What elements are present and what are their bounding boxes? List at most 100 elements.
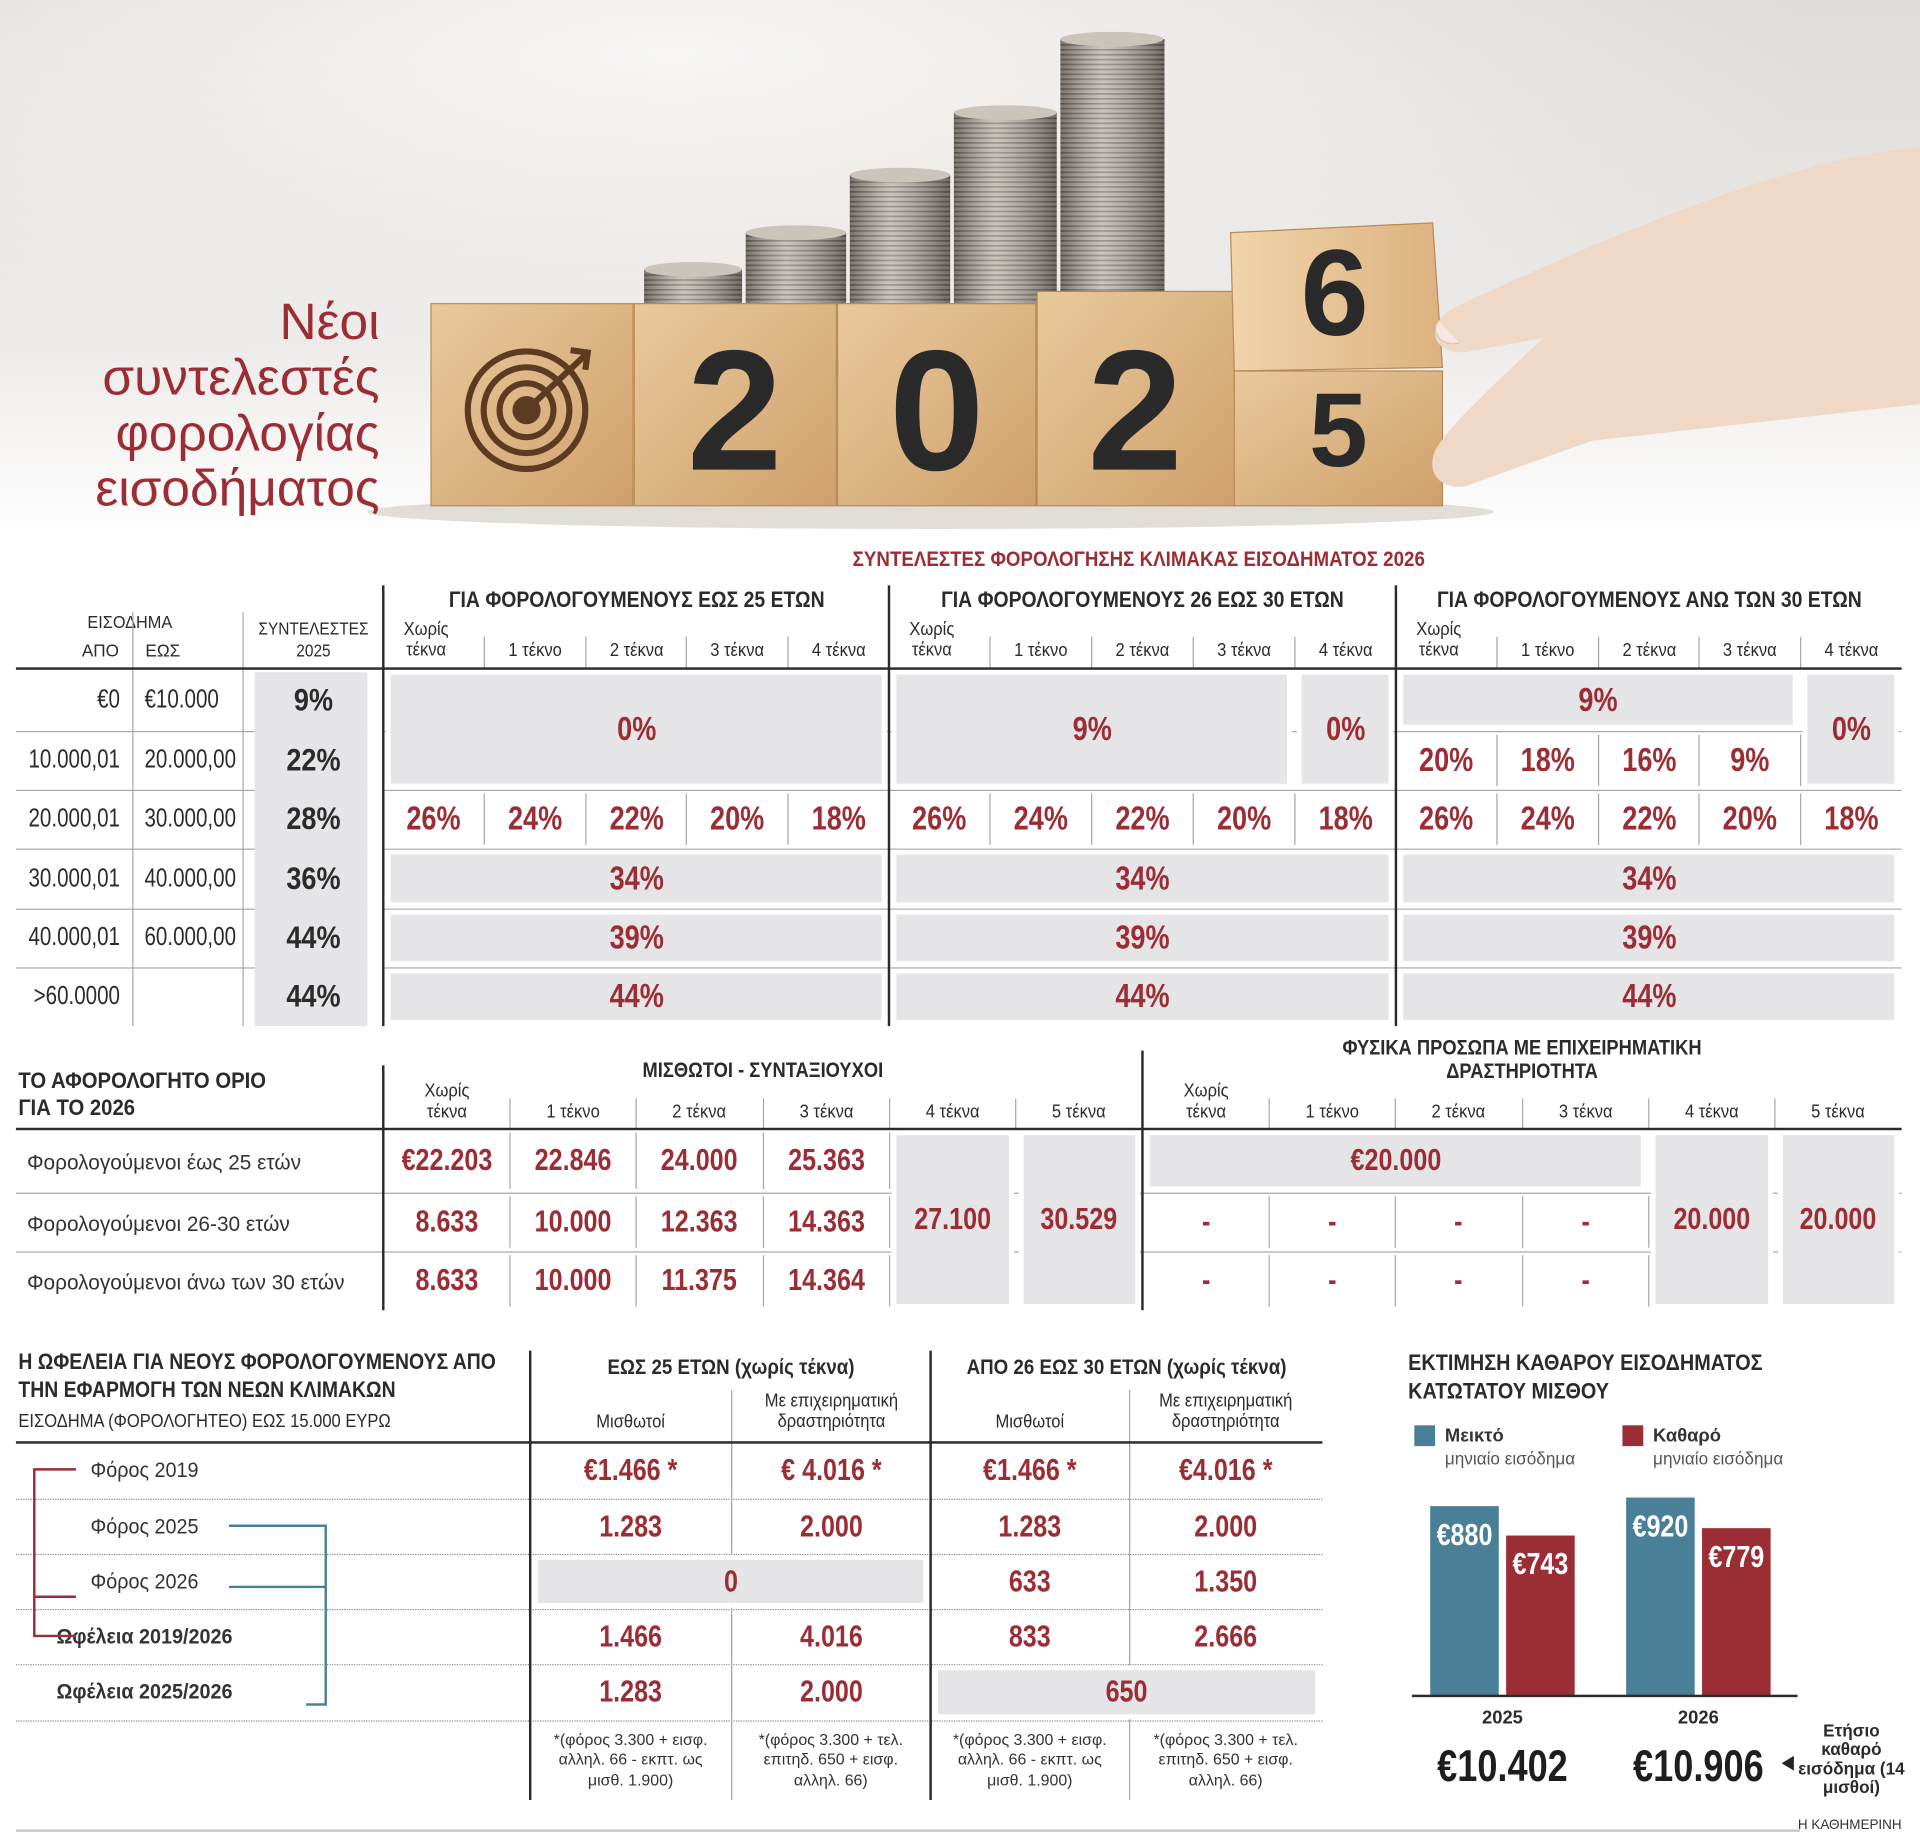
- rule: [1015, 1098, 1017, 1129]
- group-title: ΓΙΑ ΦΟΡΟΛΟΓΟΥΜΕΝΟΥΣ 26 ΕΩΣ 30 ΕΤΩΝ: [941, 587, 1344, 612]
- rule: [686, 636, 688, 669]
- rule: [1647, 1098, 1650, 1129]
- rule: [730, 1612, 732, 1661]
- rule: [1698, 636, 1700, 669]
- table-title: ΤΟ ΑΦΟΡΟΛΟΓΗΤΟ ΟΡΙΟ ΓΙΑ ΤΟ 2026: [18, 1068, 267, 1120]
- cell-value: 1.283: [998, 1508, 1062, 1544]
- cell-value: 39%: [1621, 918, 1676, 956]
- shaded-cell: [896, 854, 1389, 903]
- rule: [131, 612, 133, 1027]
- cell-value: 0: [723, 1563, 738, 1599]
- cell-value: 9%: [1730, 741, 1770, 779]
- row-label: Φορολογούμενοι άνω των 30 ετών: [26, 1271, 345, 1295]
- cell-value: 39%: [608, 918, 664, 956]
- legend-note: μηνιαίο εισόδημα: [1653, 1448, 1784, 1469]
- rule: [1799, 793, 1802, 845]
- cell-value: 25.363: [787, 1143, 865, 1178]
- rule: [15, 907, 368, 910]
- cell-value: 26%: [912, 800, 967, 837]
- cell-value: 9%: [1578, 680, 1618, 718]
- rule: [1394, 585, 1398, 1027]
- rule: [1128, 1612, 1130, 1661]
- cell-value: 30.529: [1040, 1201, 1118, 1237]
- rule: [584, 636, 587, 669]
- rule: [383, 966, 1902, 968]
- shaded-cell: [390, 973, 882, 1021]
- label: ΑΠΟ: [81, 640, 119, 660]
- rule: [1192, 636, 1194, 669]
- shaded-cell: [896, 674, 1288, 784]
- rule: [381, 585, 385, 1027]
- rule: [762, 1132, 764, 1189]
- rule: [1140, 1050, 1144, 1311]
- rule: [1411, 1694, 1798, 1698]
- legend-swatch: [1622, 1425, 1644, 1447]
- cell-value: 10.000: [534, 1263, 612, 1298]
- rate-2025: 36%: [286, 859, 341, 896]
- shaded-cell: [896, 1135, 1009, 1305]
- shaded-cell: [1301, 674, 1389, 784]
- subcolumn: 4 τέκνα: [925, 1101, 980, 1123]
- cell-value: 11.375: [661, 1263, 738, 1298]
- chart-title: ΕΚΤΙΜΗΣΗ ΚΑΘΑΡΟΥ ΕΙΣΟΔΗΜΑΤΟΣ ΚΑΤΩΤΑΤΟΥ Μ…: [1408, 1350, 1763, 1404]
- row-label: Ωφέλεια 2025/2026: [56, 1680, 233, 1704]
- shaded-cell: [390, 674, 882, 784]
- cell-value: 833: [1008, 1618, 1051, 1654]
- rule: [1192, 793, 1194, 845]
- row-rule: [15, 1720, 1323, 1722]
- cell-value: € 4.016 *: [780, 1453, 882, 1488]
- cell-value: 16%: [1621, 741, 1676, 779]
- cell-value: 20%: [1722, 800, 1778, 837]
- rule: [1647, 1196, 1650, 1248]
- shaded-cell: [1655, 1135, 1768, 1305]
- rule: [635, 1255, 637, 1307]
- cell-value: €1.466 *: [583, 1453, 678, 1488]
- rule: [1293, 793, 1296, 845]
- cell-value: 24%: [1520, 800, 1575, 837]
- shaded-cell: [1403, 674, 1794, 725]
- subcolumn: 2 τέκνα: [609, 640, 664, 661]
- subcolumn: 1 τέκνο: [508, 640, 562, 661]
- subcolumn: 2 τέκνα: [672, 1101, 727, 1123]
- shaded-cell: [390, 914, 882, 962]
- rule: [1521, 1196, 1523, 1248]
- rule: [15, 1127, 1902, 1131]
- rule: [1597, 734, 1599, 787]
- rule: [1293, 636, 1296, 669]
- footnote: *(φόρος 3.300 + τελ. επιτηδ. 650 + εισφ.…: [1153, 1730, 1298, 1789]
- rate-2025: 28%: [286, 799, 341, 837]
- cell-value: 14.364: [787, 1263, 865, 1298]
- cell-value: 20.000: [1673, 1201, 1751, 1237]
- subcolumn: 5 τέκνα: [1052, 1101, 1107, 1123]
- pointer: [1781, 1755, 1794, 1771]
- label: ΣΥΝΤΕΛΕΣΤΕΣ 2025: [258, 618, 369, 660]
- row-label: Φόρος 2026: [90, 1569, 199, 1593]
- bar: [1430, 1506, 1499, 1696]
- cell-value: 9%: [1072, 710, 1112, 747]
- cell-value: €22.203: [401, 1143, 492, 1178]
- cell-value: -: [1328, 1204, 1337, 1239]
- cell-value: 39%: [1115, 918, 1170, 956]
- rule: [1091, 793, 1093, 845]
- rule: [1394, 1255, 1397, 1307]
- group-title: ΦΥΣΙΚΑ ΠΡΟΣΩΠΑ ΜΕ ΕΠΙΧΕΙΡΗΜΑΤΙΚΗ ΔΡΑΣΤΗΡ…: [1342, 1036, 1702, 1083]
- rule: [1521, 1255, 1523, 1307]
- cell-value: 18%: [1318, 800, 1373, 837]
- rule: [509, 1132, 511, 1189]
- cell-value: €4.016 *: [1178, 1453, 1273, 1488]
- cell-value: 44%: [1115, 977, 1170, 1015]
- row-rule: [15, 1553, 1323, 1556]
- footnote: *(φόρος 3.300 + εισφ. αλληλ. 66 - εκπτ. …: [553, 1730, 708, 1789]
- cell-value: 24.000: [661, 1143, 738, 1178]
- header-photo: [0, 0, 1920, 545]
- rule: [686, 793, 688, 845]
- subcolumn: 3 τέκνα: [1216, 640, 1271, 661]
- group-title: ΕΩΣ 25 ΕΤΩΝ (χωρίς τέκνα): [606, 1355, 854, 1380]
- row-rule: [15, 1664, 1323, 1666]
- shaded-cell: [1149, 1135, 1642, 1187]
- rule: [730, 1667, 732, 1717]
- income-from: >60.0000: [33, 981, 121, 1011]
- rule: [483, 793, 486, 845]
- income-to: €10.000: [144, 685, 219, 714]
